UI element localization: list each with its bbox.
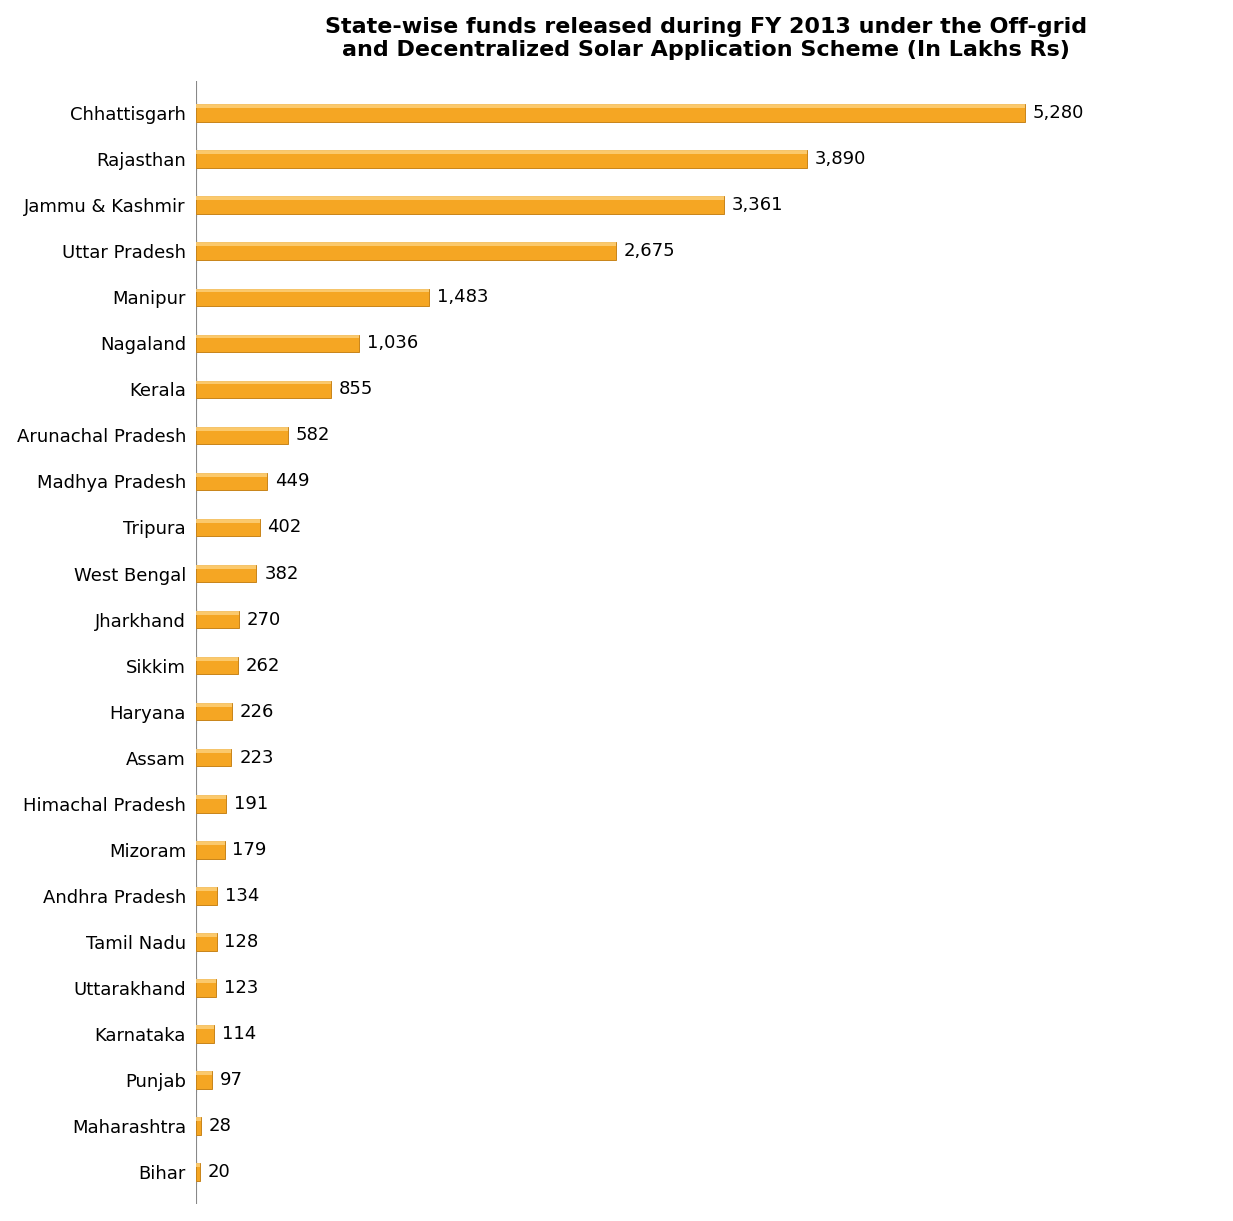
Bar bbox=[196, 657, 238, 674]
Title: State-wise funds released during FY 2013 under the Off-grid
and Decentralized So: State-wise funds released during FY 2013… bbox=[326, 17, 1088, 60]
Bar bbox=[196, 933, 217, 937]
Bar bbox=[196, 104, 1025, 109]
Bar bbox=[196, 150, 806, 154]
Bar bbox=[196, 381, 330, 398]
Text: 226: 226 bbox=[239, 702, 274, 720]
Text: 855: 855 bbox=[338, 381, 372, 398]
Bar bbox=[196, 519, 259, 523]
Bar bbox=[196, 1071, 212, 1076]
Text: 582: 582 bbox=[296, 426, 330, 444]
Text: 5,280: 5,280 bbox=[1033, 104, 1084, 122]
Bar bbox=[196, 426, 287, 431]
Text: 3,361: 3,361 bbox=[731, 197, 783, 214]
Bar bbox=[196, 1117, 201, 1134]
Bar bbox=[196, 335, 359, 338]
Text: 179: 179 bbox=[232, 841, 266, 858]
Text: 20: 20 bbox=[207, 1164, 231, 1181]
Text: 223: 223 bbox=[239, 748, 274, 767]
Bar bbox=[196, 1164, 200, 1167]
Text: 382: 382 bbox=[264, 564, 298, 582]
Bar bbox=[196, 657, 238, 661]
Bar bbox=[196, 565, 256, 569]
Bar bbox=[196, 243, 616, 247]
Text: 128: 128 bbox=[224, 933, 259, 951]
Bar bbox=[196, 1026, 215, 1043]
Text: 402: 402 bbox=[268, 519, 302, 536]
Text: 28: 28 bbox=[208, 1117, 232, 1136]
Text: 449: 449 bbox=[275, 473, 309, 491]
Text: 114: 114 bbox=[222, 1024, 256, 1043]
Bar bbox=[196, 104, 1025, 122]
Bar bbox=[196, 1071, 212, 1089]
Bar bbox=[196, 288, 429, 292]
Bar bbox=[196, 610, 239, 614]
Bar bbox=[196, 795, 227, 812]
Bar bbox=[196, 426, 287, 444]
Text: 134: 134 bbox=[226, 886, 260, 905]
Bar bbox=[196, 703, 232, 720]
Bar bbox=[196, 335, 359, 352]
Bar bbox=[196, 748, 232, 767]
Text: 1,483: 1,483 bbox=[436, 288, 488, 306]
Bar bbox=[196, 565, 256, 582]
Bar bbox=[196, 473, 266, 476]
Bar bbox=[196, 888, 217, 905]
Bar bbox=[196, 888, 217, 891]
Bar bbox=[196, 381, 330, 385]
Bar bbox=[196, 610, 239, 629]
Bar bbox=[196, 519, 259, 536]
Text: 191: 191 bbox=[234, 795, 269, 813]
Text: 123: 123 bbox=[223, 979, 258, 996]
Bar bbox=[196, 933, 217, 951]
Bar bbox=[196, 1026, 215, 1029]
Text: 1,036: 1,036 bbox=[367, 335, 418, 353]
Bar bbox=[196, 197, 724, 214]
Bar bbox=[196, 795, 227, 799]
Bar bbox=[196, 748, 232, 753]
Text: 270: 270 bbox=[247, 610, 281, 629]
Text: 2,675: 2,675 bbox=[624, 242, 676, 260]
Bar bbox=[196, 197, 724, 200]
Text: 262: 262 bbox=[245, 657, 280, 675]
Bar bbox=[196, 1164, 200, 1181]
Bar bbox=[196, 979, 216, 983]
Bar bbox=[196, 288, 429, 306]
Bar bbox=[196, 1117, 201, 1121]
Bar bbox=[196, 150, 806, 168]
Text: 97: 97 bbox=[219, 1071, 243, 1089]
Bar bbox=[196, 243, 616, 260]
Bar bbox=[196, 703, 232, 707]
Bar bbox=[196, 979, 216, 996]
Bar bbox=[196, 473, 266, 490]
Text: 3,890: 3,890 bbox=[815, 150, 866, 168]
Bar bbox=[196, 841, 224, 845]
Bar bbox=[196, 841, 224, 858]
